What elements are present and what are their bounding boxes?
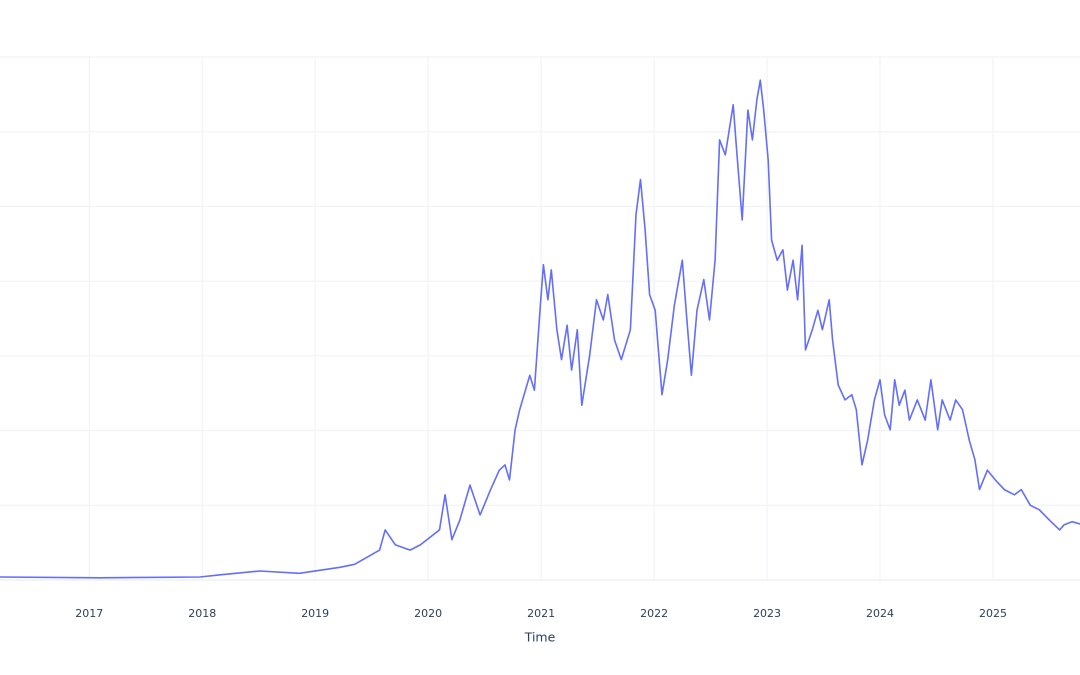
x-axis-title: Time — [524, 630, 556, 645]
x-tick-label: 2021 — [527, 607, 555, 620]
data-line — [0, 79, 1080, 579]
x-tick-label: 2025 — [979, 607, 1007, 620]
x-tick-label: 2018 — [188, 607, 216, 620]
x-tick-label: 2022 — [640, 607, 668, 620]
x-tick-label: 2023 — [753, 607, 781, 620]
x-tick-label: 2020 — [414, 607, 442, 620]
x-tick-label: 2024 — [866, 607, 894, 620]
x-tick-label: 2017 — [75, 607, 103, 620]
x-tick-label: 2019 — [301, 607, 329, 620]
